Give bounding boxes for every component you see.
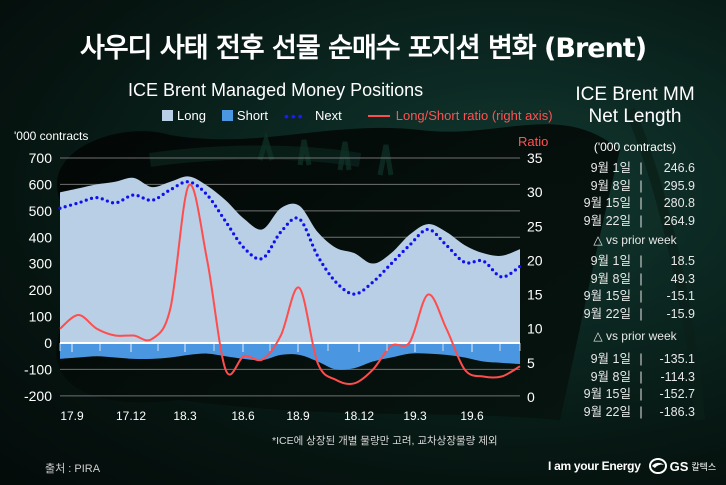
net-length-row: 9월 22일 | 264.9: [583, 213, 695, 228]
delta-1-rows: 9월 1일 | 18.5 9월 8일 | 49.3 9월 15일 | -15.1 9월 22…: [556, 253, 714, 323]
y-tick-label: -200: [24, 388, 52, 404]
page-title: 사우디 사태 전후 선물 순매수 포지션 변화 (Brent): [79, 33, 647, 64]
net-length-panel: ICE Brent MM Net Length ('000 contracts)…: [556, 84, 714, 421]
y2-tick-label: 25: [527, 218, 543, 234]
brand-slogan: I am your Energy: [548, 459, 641, 473]
delta-row: 9월 22일 | -186.3: [583, 404, 695, 419]
delta-2-rows: 9월 1일 | -135.1 9월 8일 | -114.3 9월 15일 | -152.7 …: [556, 351, 714, 421]
panel-unit: ('000 contracts): [593, 140, 677, 154]
y-tick-label: 500: [29, 203, 53, 219]
short-swatch-icon: [221, 110, 233, 121]
delta-row: 9월 1일 | -135.1: [590, 352, 695, 366]
brand-name: GS: [669, 458, 689, 474]
footnote: *ICE에 상장된 개별 물량만 고려, 교차상장물량 제외: [272, 435, 498, 447]
x-axis-ticks: 17.9 17.12 18.3 18.6 18.9 18.12 19.3 19.6: [59, 343, 521, 423]
y2-tick-label: 15: [527, 287, 543, 303]
y-tick-label: 0: [44, 335, 52, 351]
y2-tick-label: 10: [527, 321, 543, 337]
net-length-row: 9월 8일 | 295.9: [590, 178, 695, 193]
legend-item-ratio: Long/Short ratio (right axis): [358, 108, 553, 123]
legend-label-short: Short: [236, 108, 268, 123]
chart-legend: Long Short ••• Next Long/Short ratio (ri…: [162, 108, 563, 123]
delta-row: 9월 15일 | -15.1: [583, 289, 695, 303]
net-length-row: 9월 1일 | 246.6: [590, 161, 695, 175]
brand-footer: I am your Energy GS 칼텍스: [548, 458, 716, 474]
y-tick-label: 400: [29, 229, 53, 245]
y-axis-label-right: Ratio: [518, 134, 549, 149]
chart-title: ICE Brent Managed Money Positions: [128, 80, 424, 100]
x-tick-label: 17.9: [60, 409, 84, 423]
red-line-icon: [367, 114, 390, 117]
delta-label-2: △ vs prior week: [593, 329, 677, 343]
delta-row: 9월 8일 | 49.3: [590, 271, 695, 286]
x-tick-label: 18.3: [173, 409, 197, 423]
x-tick-label: 19.6: [460, 409, 484, 423]
panel-title-line1: ICE Brent MM: [575, 84, 695, 105]
delta-label-1: △ vs prior week: [593, 233, 677, 247]
y2-tick-label: 35: [527, 150, 543, 166]
y-axis-label-left: '000 contracts: [14, 129, 89, 143]
y-tick-label: 300: [29, 256, 53, 272]
y-tick-label: 100: [29, 309, 53, 325]
y2-tick-label: 20: [527, 252, 543, 268]
legend-item-short: Short: [221, 108, 268, 123]
dotted-line-icon: •••: [284, 107, 305, 124]
delta-row: 9월 15일 | -152.7: [583, 387, 695, 401]
x-tick-label: 18.9: [286, 409, 310, 423]
short-area: [60, 343, 520, 370]
x-tick-label: 18.12: [344, 409, 374, 423]
delta-row: 9월 1일 | 18.5: [590, 254, 695, 268]
y-axis-left-ticks: 700 600 500 400 300 200 100 0 -100 -200: [24, 150, 52, 404]
long-area: [60, 176, 520, 343]
gs-logo-icon: [648, 458, 667, 474]
delta-row: 9월 22일 | -15.9: [583, 306, 695, 321]
y2-tick-label: 5: [527, 355, 535, 371]
legend-item-next: ••• Next: [284, 108, 342, 123]
source-credit: 출처 : PIRA: [45, 463, 101, 475]
line-series: [58, 180, 522, 386]
y2-tick-label: 30: [527, 184, 543, 200]
y2-tick-label: 0: [527, 389, 535, 405]
panel-title-line2: Net Length: [588, 106, 682, 127]
net-length-rows: 9월 1일 | 246.6 9월 8일 | 295.9 9월 15일 | 280.8 9월 …: [556, 160, 714, 230]
ratio-line: [59, 183, 521, 386]
x-tick-label: 18.6: [231, 409, 255, 423]
y-tick-label: 200: [29, 282, 53, 298]
brand-name-kr: 칼텍스: [691, 461, 717, 472]
x-tick-label: 17.12: [116, 409, 146, 423]
long-swatch-icon: [162, 110, 173, 121]
next-dotted-line: [58, 180, 522, 296]
net-length-row: 9월 15일 | 280.8: [583, 196, 695, 210]
x-tick-label: 19.3: [403, 409, 427, 423]
gs-caltex-logo: GS 칼텍스: [648, 458, 717, 474]
legend-label-ratio: Long/Short ratio (right axis): [395, 108, 553, 123]
legend-label-next: Next: [315, 108, 342, 123]
legend-label-long: Long: [177, 108, 206, 123]
y-tick-label: 600: [29, 176, 53, 192]
y-axis-right-ticks: 35 30 25 20 15 10 5 0: [527, 150, 543, 405]
y-tick-label: 700: [29, 150, 53, 166]
delta-row: 9월 8일 | -114.3: [590, 369, 695, 384]
y-tick-label: -100: [24, 361, 52, 377]
legend-item-long: Long: [162, 108, 206, 123]
